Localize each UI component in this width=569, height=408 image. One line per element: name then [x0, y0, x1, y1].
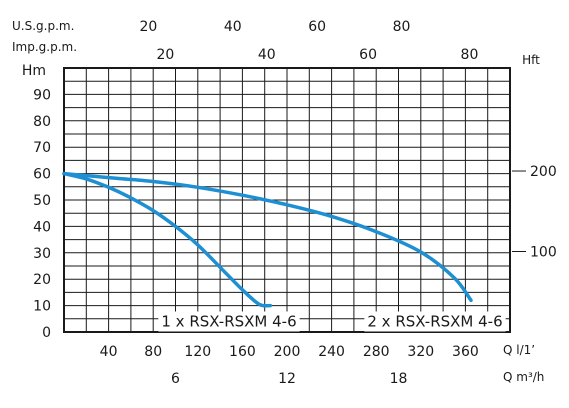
- x-usgpm-tick-label: 20: [139, 19, 157, 35]
- x-impgpm-axis-label: Imp.g.p.m.: [12, 40, 77, 54]
- plot-frame: [63, 67, 511, 333]
- y-left-tick-label: 40: [33, 219, 51, 235]
- x-primary-tick-label: 160: [229, 344, 256, 360]
- y-left-tick-label: 60: [33, 167, 51, 183]
- y-left-tick-label: 10: [33, 299, 51, 315]
- series-label-bg: [158, 311, 300, 332]
- series-curve-1: [62, 171, 273, 308]
- x-m3h-axis-label: Q m³/h: [503, 370, 544, 384]
- y-left-tick-label: 20: [33, 272, 51, 288]
- x-m3h-tick-label: 12: [278, 371, 296, 387]
- x-primary-tick-label: 200: [274, 344, 301, 360]
- tick-labels: 0 10 20 30 40 50 60 70 80 90 100 200 40 80 120 160 200 24…: [33, 19, 557, 387]
- x-impgpm-tick-label: 60: [359, 47, 377, 63]
- x-m3h-tick-label: 18: [390, 371, 408, 387]
- y-left-tick-label: 30: [33, 246, 51, 262]
- y-left-tick-label: 80: [33, 114, 51, 130]
- x-usgpm-tick-label: 60: [308, 19, 326, 35]
- x-primary-tick-label: 40: [100, 344, 118, 360]
- y-right-tick-label: 100: [530, 245, 557, 261]
- y-right-tick-label: 200: [530, 164, 557, 180]
- curves: [62, 171, 473, 308]
- x-impgpm-tick-label: 80: [461, 47, 479, 63]
- x-primary-tick-label: 320: [407, 344, 434, 360]
- y-left-axis-label: Hm: [22, 63, 46, 79]
- x-primary-tick-label: 80: [144, 344, 162, 360]
- x-usgpm-tick-label: 80: [393, 19, 411, 35]
- y-left-tick-label: 70: [33, 140, 51, 156]
- x-impgpm-tick-label: 20: [156, 47, 174, 63]
- x-primary-tick-label: 280: [363, 344, 390, 360]
- y-left-tick-label: 50: [33, 193, 51, 209]
- x-primary-tick-label: 360: [452, 344, 479, 360]
- y-left-tick-label: 0: [42, 325, 51, 341]
- x-usgpm-axis-label: U.S.g.p.m.: [12, 19, 74, 33]
- x-primary-axis-label: Q l/1’: [503, 343, 535, 357]
- y-right-axis-label: Hft: [522, 53, 540, 67]
- x-primary-tick-label: 120: [184, 344, 211, 360]
- y-left-tick-label: 90: [33, 87, 51, 103]
- series-label-2: 2 x RSX-RSXM 4-6: [367, 313, 502, 331]
- grid: [64, 68, 510, 332]
- x-impgpm-tick-label: 40: [258, 47, 276, 63]
- series-label-bg: [364, 311, 506, 332]
- curve-labels: 1 x RSX-RSXM 4-6 2 x RSX-RSXM 4-6: [158, 311, 506, 332]
- series-label-1: 1 x RSX-RSXM 4-6: [161, 313, 296, 331]
- series-curve-2: [62, 171, 473, 303]
- x-usgpm-tick-label: 40: [224, 19, 242, 35]
- x-primary-tick-label: 240: [318, 344, 345, 360]
- axis-labels: Hm Hft Q l/1’ Q m³/h U.S.g.p.m. Imp.g.p.m.: [12, 19, 544, 384]
- x-m3h-tick-label: 6: [171, 371, 180, 387]
